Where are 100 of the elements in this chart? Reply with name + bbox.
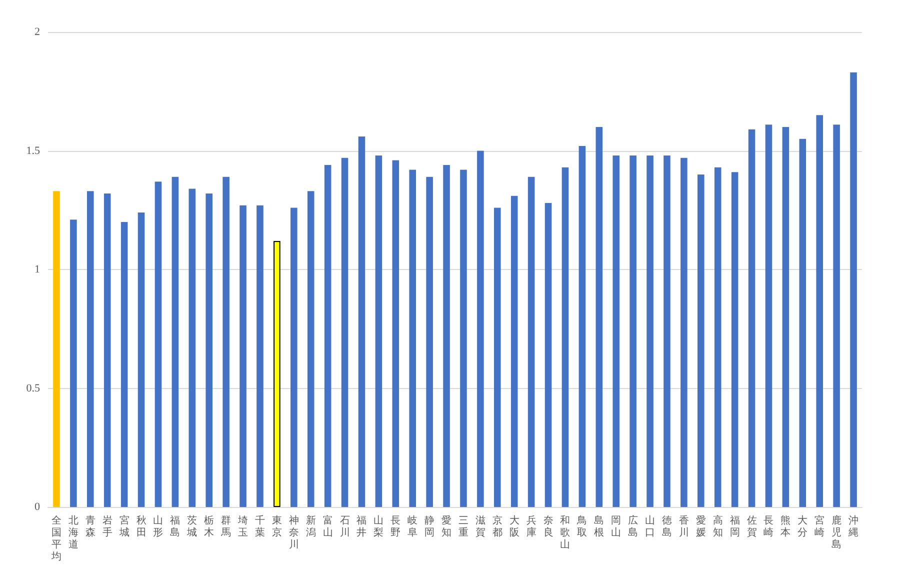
bar bbox=[138, 212, 145, 507]
x-tick-label: 三重 bbox=[458, 516, 468, 538]
x-tick-label: 大分 bbox=[798, 514, 808, 538]
x-tick-label: 沖縄 bbox=[848, 514, 859, 538]
x-tick-label: 鳥取 bbox=[576, 514, 588, 538]
bar bbox=[731, 172, 738, 507]
x-tick-label: 栃木 bbox=[204, 514, 214, 538]
x-tick-label: 滋賀 bbox=[475, 514, 486, 538]
bar bbox=[612, 156, 620, 507]
x-tick-label: 宮城 bbox=[118, 514, 130, 538]
x-tick-label: 岩手 bbox=[102, 514, 112, 538]
x-tick-label: 富山 bbox=[322, 514, 333, 538]
bar bbox=[850, 72, 857, 507]
bar bbox=[307, 191, 314, 507]
bar bbox=[799, 138, 806, 507]
bar bbox=[172, 176, 179, 507]
bar bbox=[443, 165, 450, 507]
bar bbox=[562, 167, 569, 507]
x-tick-label: 全国平均 bbox=[50, 514, 62, 562]
x-tick-label: 鹿児島 bbox=[832, 514, 842, 550]
bar bbox=[714, 167, 722, 507]
bar bbox=[544, 203, 552, 507]
bar bbox=[596, 127, 603, 507]
x-tick-label: 福井 bbox=[356, 514, 367, 538]
bar bbox=[510, 196, 518, 507]
x-tick-label: 長野 bbox=[390, 516, 401, 538]
bar bbox=[833, 124, 840, 507]
bar bbox=[630, 156, 636, 507]
x-tick-label: 高知 bbox=[712, 514, 723, 538]
x-tick-label: 新潟 bbox=[306, 514, 316, 538]
x-tick-label: 山口 bbox=[645, 514, 656, 538]
bar bbox=[70, 220, 77, 507]
x-tick-label: 福島 bbox=[170, 514, 180, 538]
bar bbox=[578, 146, 586, 507]
bar bbox=[646, 156, 654, 507]
bar bbox=[664, 156, 670, 507]
x-tick-label: 広島 bbox=[628, 514, 638, 538]
bar bbox=[680, 158, 688, 507]
x-tick-label: 北海道 bbox=[68, 514, 78, 550]
bar bbox=[240, 205, 246, 507]
bar bbox=[409, 170, 416, 507]
x-tick-label: 千葉 bbox=[254, 514, 265, 538]
bar bbox=[274, 241, 280, 507]
bar bbox=[222, 176, 230, 507]
x-tick-label: 長崎 bbox=[764, 516, 774, 538]
x-tick-label: 静岡 bbox=[424, 514, 435, 538]
bar bbox=[104, 194, 111, 507]
x-tick-label: 島根 bbox=[594, 514, 604, 538]
bar bbox=[120, 222, 128, 507]
bar bbox=[698, 174, 704, 507]
x-tick-label: 山形 bbox=[153, 514, 164, 538]
bar bbox=[816, 115, 823, 507]
bar bbox=[782, 127, 790, 507]
y-tick-label: 0 bbox=[34, 501, 40, 513]
y-tick-label: 1.5 bbox=[26, 144, 40, 157]
bar bbox=[290, 208, 298, 507]
x-tick-label: 宮崎 bbox=[814, 514, 825, 538]
x-tick-label: 愛知 bbox=[442, 514, 452, 538]
x-tick-label: 茨城 bbox=[186, 514, 198, 538]
x-tick-label: 東京 bbox=[272, 514, 282, 538]
bar bbox=[765, 124, 772, 507]
x-tick-label: 山梨 bbox=[374, 514, 384, 538]
bar bbox=[53, 191, 60, 507]
bar bbox=[375, 156, 382, 507]
x-tick-label: 熊本 bbox=[780, 514, 791, 538]
bar bbox=[341, 158, 348, 507]
x-tick-label: 兵庫 bbox=[526, 514, 536, 538]
x-tick-label: 佐賀 bbox=[746, 516, 757, 538]
x-tick-label: 岐阜 bbox=[408, 514, 418, 538]
x-tick-label: 埼玉 bbox=[237, 514, 248, 538]
x-tick-label: 群馬 bbox=[220, 514, 232, 538]
x-tick-label: 秋田 bbox=[136, 514, 146, 538]
y-tick-label: 2 bbox=[34, 26, 40, 38]
bar bbox=[528, 176, 535, 507]
x-tick-label: 和歌山 bbox=[560, 514, 570, 550]
y-tick-label: 0.5 bbox=[26, 382, 40, 394]
x-tick-label: 石川 bbox=[340, 516, 350, 538]
bar bbox=[426, 176, 433, 507]
x-tick-label: 岡山 bbox=[611, 516, 622, 538]
bar bbox=[358, 136, 366, 507]
x-tick-label: 神奈川 bbox=[288, 514, 299, 550]
bar bbox=[392, 160, 400, 507]
bar bbox=[188, 188, 196, 507]
x-tick-label: 愛媛 bbox=[696, 514, 706, 538]
x-tick-label: 京都 bbox=[492, 514, 502, 538]
x-tick-label: 奈良 bbox=[543, 516, 554, 538]
x-tick-label: 徳島 bbox=[662, 516, 672, 538]
x-tick-label: 香川 bbox=[678, 514, 689, 538]
bar bbox=[87, 191, 94, 507]
bar bbox=[256, 205, 264, 507]
bar bbox=[460, 170, 467, 507]
bar bbox=[748, 129, 756, 507]
bar bbox=[494, 208, 501, 507]
y-tick-label: 1 bbox=[34, 264, 40, 276]
x-tick-label: 青森 bbox=[85, 514, 96, 538]
bar bbox=[324, 165, 332, 507]
bar bbox=[206, 194, 212, 507]
bar bbox=[477, 150, 484, 507]
bar bbox=[154, 182, 162, 507]
x-tick-label: 福岡 bbox=[730, 514, 740, 538]
